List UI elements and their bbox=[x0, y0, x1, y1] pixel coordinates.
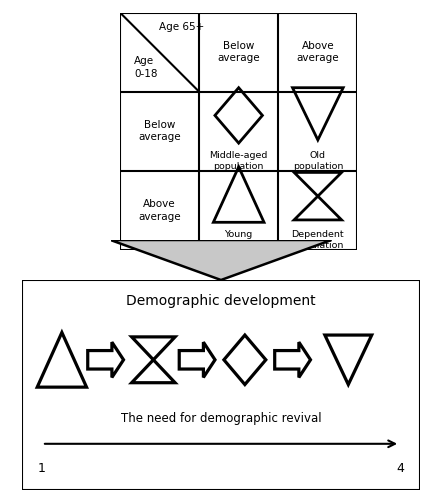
Text: Age 65+: Age 65+ bbox=[159, 22, 204, 32]
Text: 4: 4 bbox=[396, 462, 404, 475]
Text: Middle-aged
population: Middle-aged population bbox=[210, 151, 268, 171]
Polygon shape bbox=[110, 240, 332, 280]
Text: Above
average: Above average bbox=[297, 41, 339, 64]
Text: 1: 1 bbox=[38, 462, 46, 475]
Text: Above
average: Above average bbox=[138, 199, 181, 222]
Text: Dependent
population: Dependent population bbox=[292, 230, 344, 250]
Text: Below
average: Below average bbox=[138, 120, 181, 142]
Text: Young
population: Young population bbox=[213, 230, 264, 250]
Text: Below
average: Below average bbox=[217, 41, 260, 64]
Text: The need for demographic revival: The need for demographic revival bbox=[121, 412, 321, 425]
Text: Demographic development: Demographic development bbox=[126, 294, 316, 308]
Text: Old
population: Old population bbox=[293, 151, 343, 171]
Text: Age
0-18: Age 0-18 bbox=[134, 56, 158, 79]
